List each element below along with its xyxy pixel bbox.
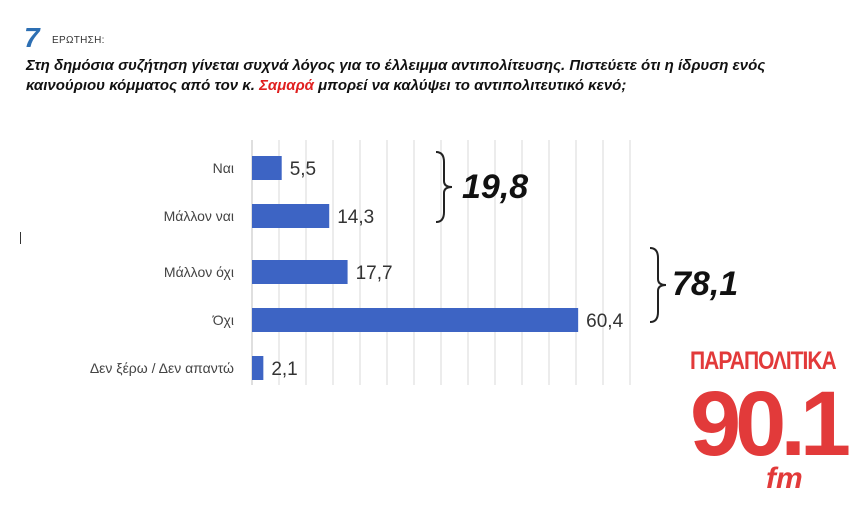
bar-chart: Ναι 5,5 Μάλλον ναι 14,3 Μάλλον όχι 17,7 Όχι 60,… (90, 140, 738, 385)
question-text-before: Στη δημόσια συζήτηση γίνεται συχνά λόγος… (26, 57, 766, 94)
group-total-label: 19,8 (462, 168, 528, 206)
category-label: Δεν ξέρω / Δεν απαντώ (90, 360, 234, 376)
text-cursor (20, 232, 21, 244)
bar (252, 308, 579, 332)
category-label: Μάλλον όχι (164, 264, 234, 280)
group-brace (649, 247, 667, 323)
bar (252, 356, 264, 380)
value-label: 14,3 (337, 207, 374, 228)
radio-logo: ΠΑΡΑΠΟΛΙΤΙΚΑ 90.1 fm (690, 347, 851, 500)
value-label: 2,1 (271, 359, 297, 380)
logo-line3: fm (766, 462, 803, 495)
category-label: Όχι (212, 312, 234, 328)
category-label: Μάλλον ναι (164, 208, 234, 224)
question-number: 7 (24, 22, 40, 53)
category-label: Ναι (213, 160, 234, 176)
group-brace (435, 151, 453, 223)
value-label: 60,4 (586, 311, 623, 332)
bar (252, 260, 348, 284)
logo-line1: ΠΑΡΑΠΟΛΙΤΙΚΑ (690, 347, 837, 376)
bar (252, 204, 330, 228)
logo-line2: 90.1 (690, 373, 851, 475)
question-highlight: Σαμαρά (259, 77, 314, 94)
value-label: 5,5 (290, 159, 316, 180)
group-total-label: 78,1 (672, 265, 738, 303)
question-text-after: μπορεί να καλύψει το αντιπολιτευτικό κεν… (313, 77, 627, 94)
question-text: Στη δημόσια συζήτηση γίνεται συχνά λόγος… (26, 56, 766, 96)
question-label: ΕΡΩΤΗΣΗ: (52, 35, 105, 46)
value-label: 17,7 (356, 263, 393, 284)
bar (252, 156, 282, 180)
